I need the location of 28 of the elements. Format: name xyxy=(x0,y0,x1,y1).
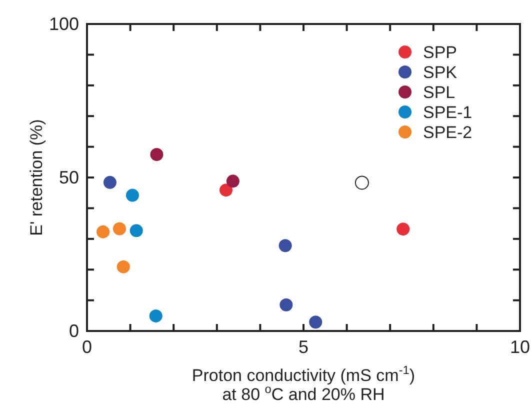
legend-label: SPK xyxy=(423,63,458,82)
point xyxy=(219,184,232,197)
point xyxy=(396,222,410,236)
point xyxy=(280,298,293,312)
point xyxy=(126,188,139,202)
point xyxy=(278,239,292,252)
x-tick-label: 0 xyxy=(82,337,92,357)
point xyxy=(112,222,126,236)
legend-label: SPE-2 xyxy=(423,123,472,142)
point xyxy=(149,309,162,322)
point xyxy=(116,260,130,274)
point xyxy=(130,224,143,238)
y-axis-title: E' retention (%) xyxy=(27,119,46,236)
y-tick-label: 0 xyxy=(68,321,79,341)
y-tick-label: 50 xyxy=(58,168,79,188)
point xyxy=(103,176,116,189)
legend-label: SPL xyxy=(423,83,456,102)
legend-label: SPE-1 xyxy=(423,103,472,122)
x-tick-label: 10 xyxy=(510,337,530,357)
point xyxy=(226,174,240,188)
x-tick-label: 5 xyxy=(298,337,309,357)
point xyxy=(150,148,164,161)
text: Proton conductivity (mS cm$^{-1}$) at 80 $^{o}$C and 20% RH xyxy=(192,363,416,404)
point xyxy=(309,316,322,329)
legend-label: SPP xyxy=(423,43,458,62)
point xyxy=(96,225,110,238)
point xyxy=(354,176,369,190)
y-tick-label: 100 xyxy=(48,14,79,34)
